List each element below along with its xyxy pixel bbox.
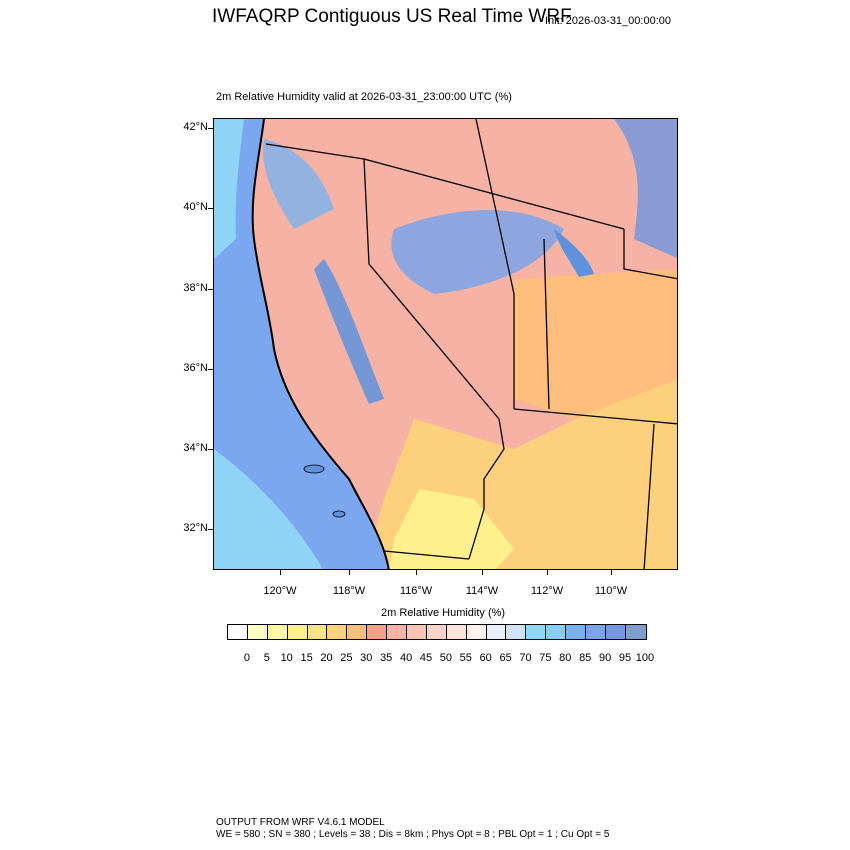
lon-tick <box>547 570 548 575</box>
colorbar-swatch <box>387 625 408 639</box>
great-salt-lake <box>554 229 594 277</box>
lon-tick <box>611 570 612 575</box>
colorbar-label: 70 <box>519 652 532 664</box>
colorbar-label: 0 <box>243 652 250 664</box>
colorbar-swatch <box>247 625 268 639</box>
coastal-ocean-south <box>214 449 323 569</box>
colorbar-swatch <box>605 625 626 639</box>
lat-tick <box>208 208 213 209</box>
nv-ut-border <box>475 119 515 409</box>
lat-tick <box>208 128 213 129</box>
colorbar-label: 55 <box>459 652 472 664</box>
colorbar-label: 95 <box>618 652 632 664</box>
lon-label-116: 116°W <box>399 585 433 597</box>
az-nm-border <box>643 423 655 569</box>
colorbar-swatch <box>586 625 606 639</box>
plateau-region <box>514 269 677 419</box>
colorbar-label: 15 <box>300 652 313 664</box>
coastline <box>251 119 390 569</box>
colorbar-swatch <box>347 625 368 639</box>
lat-tick <box>208 449 213 450</box>
colorbar-swatch <box>506 625 527 639</box>
lat-tick <box>208 369 213 370</box>
colorbar-swatch <box>526 625 547 639</box>
lat-label-40: 40°N <box>183 201 208 213</box>
colorado-river-border <box>468 418 505 560</box>
lat-label-38: 38°N <box>183 282 208 294</box>
coastal-ocean-north <box>214 119 244 259</box>
colorbar-label: 75 <box>539 652 552 664</box>
plot-title: IWFAQRP Contiguous US Real Time WRF <box>212 6 572 27</box>
lon-tick <box>280 570 281 575</box>
model-info-line2: WE = 580 ; SN = 380 ; Levels = 38 ; Dis … <box>216 829 610 840</box>
colorbar-label: 5 <box>263 652 270 664</box>
lon-label-110: 110°W <box>594 585 628 597</box>
wyoming-moist <box>614 119 677 259</box>
colorbar-label: 85 <box>579 652 592 664</box>
sierra-moist <box>314 259 384 404</box>
colorbar-swatch <box>327 625 348 639</box>
lat-label-34: 34°N <box>183 442 208 454</box>
colorbar-swatch <box>307 625 328 639</box>
model-info: OUTPUT FROM WRF V4.6.1 MODEL WE = 580 ; … <box>216 817 609 841</box>
relative-humidity-map <box>213 118 678 570</box>
colorbar-swatch <box>546 625 567 639</box>
northern-ca-moist <box>263 139 334 229</box>
lon-label-120: 120°W <box>263 585 297 597</box>
colorbar-label: 25 <box>340 652 353 664</box>
colorbar-swatch <box>446 625 467 639</box>
colorbar-label: 10 <box>280 652 293 664</box>
colorbar-title: 2m Relative Humidity (%) <box>381 607 506 619</box>
desert-region <box>389 489 514 569</box>
colorbar-label: 30 <box>360 652 373 664</box>
colorbar-swatch <box>367 625 388 639</box>
colorbar-swatch <box>625 625 646 639</box>
lat-label-42: 42°N <box>183 121 208 133</box>
lat-label-36: 36°N <box>183 362 208 374</box>
pacific-ocean <box>214 119 389 569</box>
channel-islands <box>303 464 325 474</box>
colorbar-swatch <box>407 625 427 639</box>
lon-label-112: 112°W <box>530 585 564 597</box>
lon-label-118: 118°W <box>332 585 366 597</box>
model-info-line1: OUTPUT FROM WRF V4.6.1 MODEL <box>216 817 385 828</box>
lon-label-114: 114°W <box>465 585 499 597</box>
colorbar-swatch <box>486 625 507 639</box>
init-time: Init: 2026-03-31_00:00:00 <box>545 15 671 27</box>
lat-tick <box>208 529 213 530</box>
lon-tick <box>349 570 350 575</box>
ut-wy-border <box>623 229 677 280</box>
lon-tick <box>482 570 483 575</box>
colorbar-swatch <box>287 625 308 639</box>
colorbar-label: 50 <box>439 652 453 664</box>
colorbar-label: 60 <box>479 652 492 664</box>
colorbar-swatch <box>267 625 288 639</box>
colorbar <box>227 624 647 640</box>
catalina-island <box>332 510 346 518</box>
colorbar-label: 90 <box>598 652 612 664</box>
ca-nv-border <box>363 158 500 420</box>
lat-tick <box>208 289 213 290</box>
map-canvas <box>214 119 677 569</box>
colorbar-label: 45 <box>419 652 433 664</box>
colorbar-label: 100 <box>635 652 655 664</box>
colorbar-swatch <box>566 625 587 639</box>
colorbar-label: 20 <box>320 652 333 664</box>
colorbar-label: 35 <box>380 652 393 664</box>
great-basin-moist <box>391 210 564 294</box>
colorbar-label: 40 <box>399 652 413 664</box>
us-mexico-border <box>383 550 470 560</box>
colorbar-label: 80 <box>559 652 572 664</box>
ut-co-border <box>543 238 550 410</box>
colorbar-label: 65 <box>499 652 512 664</box>
plot-subtitle: 2m Relative Humidity valid at 2026-03-31… <box>216 91 512 103</box>
ut-az-border <box>513 408 677 425</box>
colorbar-swatch <box>466 625 487 639</box>
colorbar-swatch <box>228 625 248 639</box>
colorbar-swatch <box>426 625 447 639</box>
lat-label-32: 32°N <box>183 522 208 534</box>
lon-tick <box>416 570 417 575</box>
